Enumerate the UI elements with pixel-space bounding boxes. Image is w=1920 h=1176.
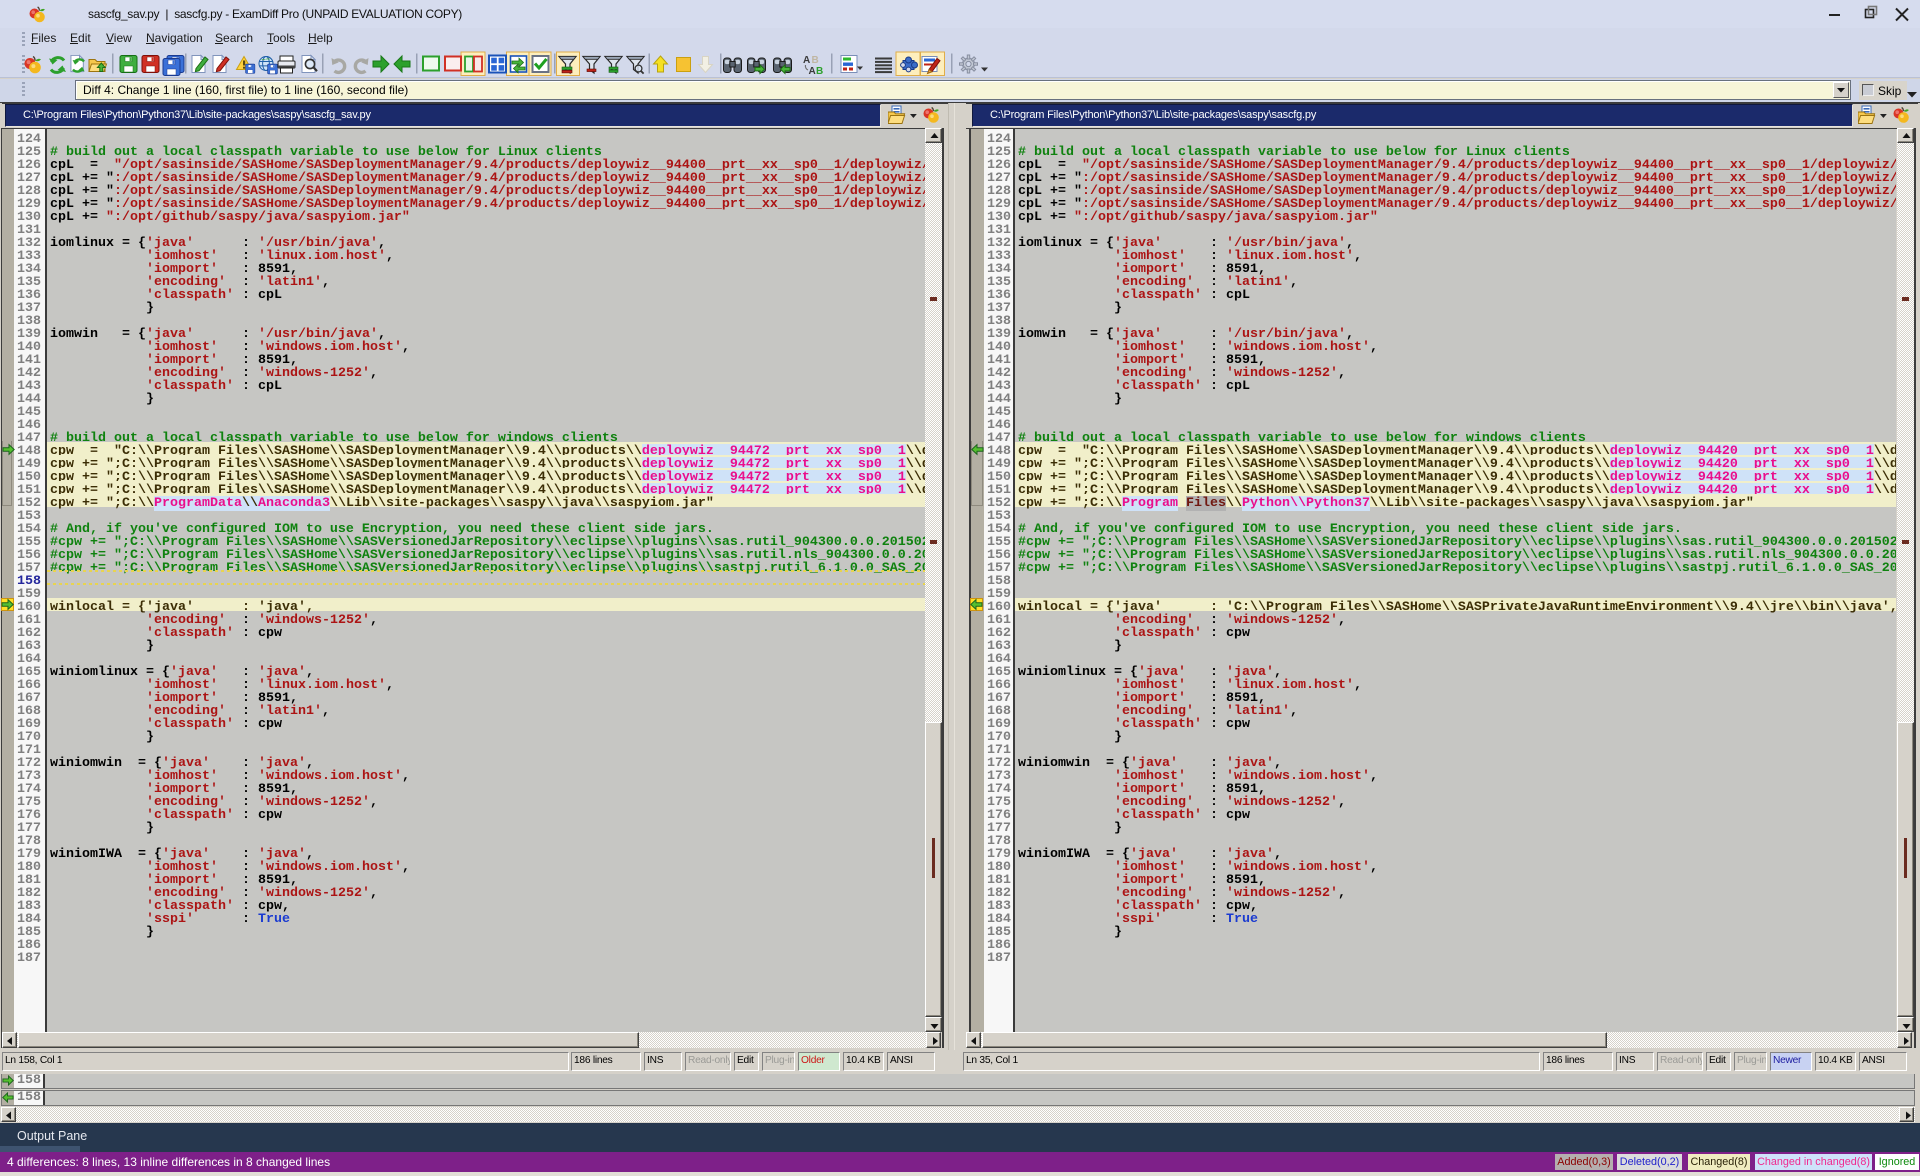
svg-text:A: A xyxy=(803,55,810,66)
svg-text:B: B xyxy=(816,66,823,77)
svg-text:B: B xyxy=(812,55,819,66)
svg-text:A: A xyxy=(809,66,816,77)
